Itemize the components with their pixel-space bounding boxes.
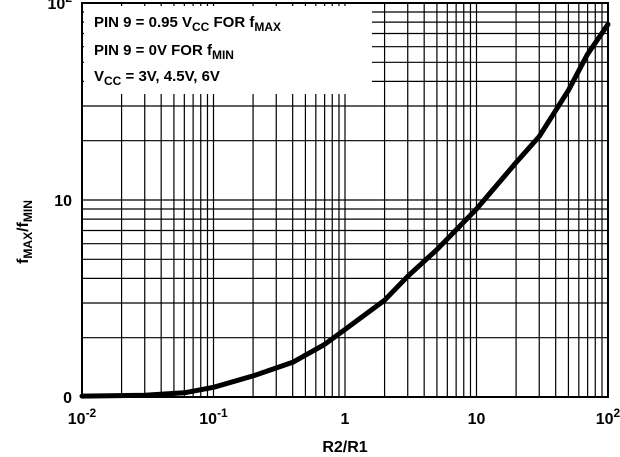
- annotation-line-2: PIN 9 = 0V FOR fMIN: [94, 42, 234, 62]
- y-tick-label: 102: [48, 0, 73, 13]
- y-label-f: f: [15, 258, 32, 264]
- y-axis-label: fMAX/fMIN: [15, 200, 35, 264]
- plot-frame: [81, 2, 609, 398]
- annotation-line-1: PIN 9 = 0.95 VCC FOR fMAX: [94, 14, 281, 34]
- x-tick-label: 10: [468, 411, 486, 428]
- x-axis-label: R2/R1: [322, 439, 367, 456]
- x-tick-labels: 10-2 10-1 1 10 102: [68, 406, 620, 428]
- annotation-line-3: VCC = 3V, 4.5V, 6V: [94, 68, 220, 88]
- y-label-slash-f: /f: [15, 221, 32, 231]
- x-tick-label: 10-2: [68, 406, 97, 428]
- y-tick-labels: 0 10 102: [48, 0, 73, 407]
- y-label-sub-max: MAX: [21, 232, 35, 259]
- series-group: [79, 21, 611, 399]
- y-label-sub-min: MIN: [21, 200, 35, 222]
- annotation-box: PIN 9 = 0.95 VCC FOR fMAX PIN 9 = 0V FOR…: [84, 6, 372, 94]
- x-tick-label: 1: [341, 411, 350, 428]
- y-tick-label: 10: [54, 193, 72, 210]
- series-line: [79, 21, 611, 399]
- x-tick-label: 102: [596, 406, 620, 428]
- y-tick-label: 0: [63, 390, 72, 407]
- x-tick-label: 10-1: [199, 406, 228, 428]
